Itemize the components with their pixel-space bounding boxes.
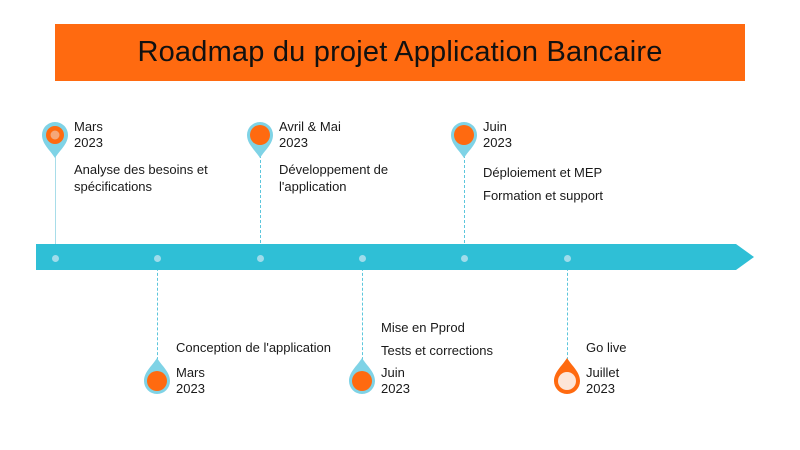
connector-top-3 xyxy=(464,150,465,258)
milestone-desc-bottom-1: Conception de l'application xyxy=(176,339,331,356)
milestone-line: Conception de l'application xyxy=(176,340,331,355)
milestone-year: 2023 xyxy=(279,135,308,150)
roadmap-title: Roadmap du projet Application Bancaire xyxy=(137,36,663,68)
axis-dot-1 xyxy=(51,254,59,262)
axis-dot-5 xyxy=(460,254,468,262)
milestone-pin-bottom-1 xyxy=(142,356,172,396)
milestone-line: Mise en Pprod xyxy=(381,320,465,335)
timeline-axis xyxy=(36,242,756,272)
milestone-pin-bottom-3 xyxy=(552,356,582,396)
title-banner: Roadmap du projet Application Bancaire xyxy=(55,24,745,81)
milestone-line: Déploiement et MEP xyxy=(483,165,603,180)
milestone-desc-bottom-3: Go live xyxy=(586,339,626,356)
milestone-line: Développement de xyxy=(279,162,389,177)
connector-bottom-3 xyxy=(567,258,568,370)
milestone-month: Juin xyxy=(483,119,507,134)
milestone-year: 2023 xyxy=(74,135,103,150)
milestone-year: 2023 xyxy=(483,135,512,150)
milestone-pin-top-1 xyxy=(40,120,70,160)
connector-bottom-1 xyxy=(157,258,158,370)
milestone-month: Avril & Mai xyxy=(279,119,341,134)
milestone-date-bottom-2: Juin 2023 xyxy=(381,365,410,397)
milestone-date-bottom-3: Juillet 2023 xyxy=(586,365,619,397)
axis-dot-4 xyxy=(358,254,366,262)
milestone-date-bottom-1: Mars 2023 xyxy=(176,365,205,397)
milestone-desc-top-2: Développement de l'application xyxy=(279,161,388,195)
milestone-date-top-2: Avril & Mai 2023 xyxy=(279,119,341,151)
milestone-month: Mars xyxy=(74,119,103,134)
milestone-line: l'application xyxy=(279,179,347,194)
milestone-month: Juin xyxy=(381,365,405,380)
milestone-line: Tests et corrections xyxy=(381,343,493,358)
milestone-pin-top-2 xyxy=(245,120,275,160)
connector-top-1 xyxy=(55,150,56,258)
connector-top-2 xyxy=(260,150,261,258)
axis-dot-6 xyxy=(563,254,571,262)
milestone-pin-bottom-2 xyxy=(347,356,377,396)
milestone-year: 2023 xyxy=(381,381,410,396)
milestone-line: Go live xyxy=(586,340,627,355)
milestone-pin-top-3 xyxy=(449,120,479,160)
axis-dot-2 xyxy=(153,254,161,262)
milestone-line: Analyse des besoins et xyxy=(74,162,208,177)
milestone-date-top-3: Juin 2023 xyxy=(483,119,512,151)
milestone-month: Juillet xyxy=(586,365,620,380)
milestone-line: Formation et support xyxy=(483,188,603,203)
milestone-year: 2023 xyxy=(176,381,205,396)
milestone-year: 2023 xyxy=(586,381,615,396)
milestone-desc-bottom-2: Mise en Pprod Tests et corrections xyxy=(381,316,493,362)
axis-dot-3 xyxy=(256,254,264,262)
connector-bottom-2 xyxy=(362,258,363,370)
milestone-desc-top-1: Analyse des besoins et spécifications xyxy=(74,161,208,195)
milestone-desc-top-3: Déploiement et MEP Formation et support xyxy=(483,161,603,207)
milestone-date-top-1: Mars 2023 xyxy=(74,119,103,151)
milestone-line: spécifications xyxy=(74,179,153,194)
milestone-month: Mars xyxy=(176,365,205,380)
